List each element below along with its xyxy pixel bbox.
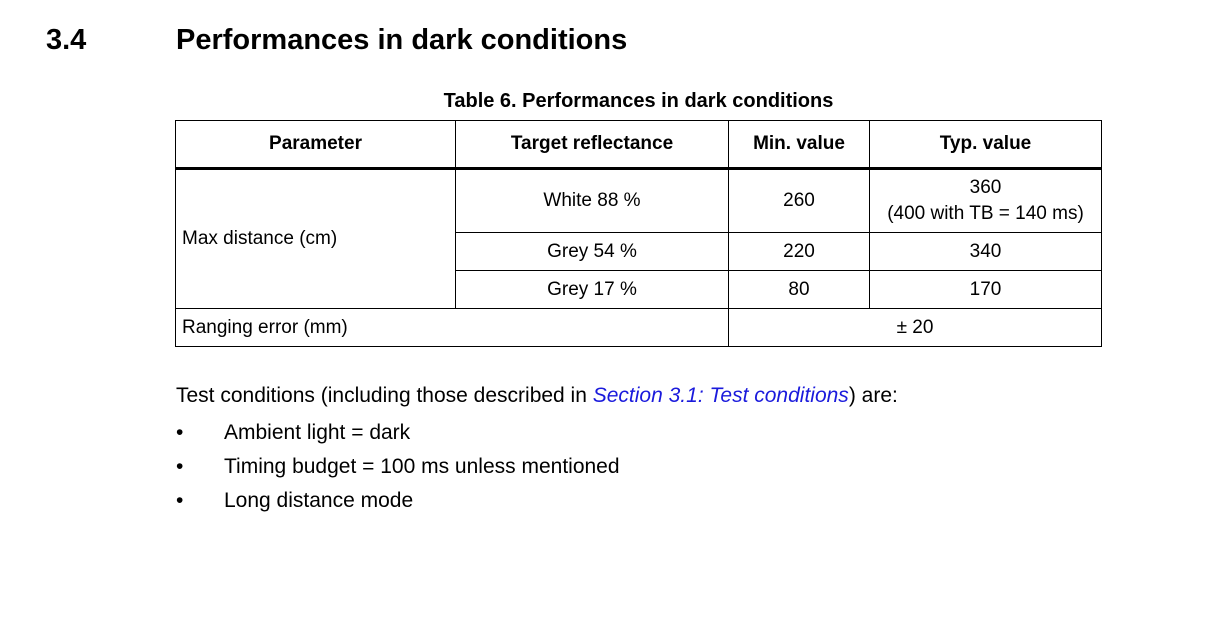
table-row: Grey 17 % 80 170 <box>176 270 1102 309</box>
bullet-icon: • <box>176 455 184 478</box>
section-number: 3.4 <box>46 24 87 56</box>
reflectance-cell: Grey 17 % <box>455 270 729 309</box>
intro-text-after: ) are: <box>848 384 898 407</box>
header-parameter: Parameter <box>175 120 456 170</box>
min-value-cell: 80 <box>728 270 870 309</box>
ranging-error-label: Ranging error (mm) <box>175 308 729 347</box>
header-target-reflectance: Target reflectance <box>455 120 729 170</box>
list-item-text: Timing budget = 100 ms unless mentioned <box>224 455 620 478</box>
min-value-cell: 220 <box>728 232 870 271</box>
typ-value-cell: 340 <box>869 232 1102 271</box>
intro-text-before: Test conditions (including those describ… <box>176 384 593 407</box>
list-item-text: Long distance mode <box>224 489 414 512</box>
test-conditions-list: • Ambient light = dark • Timing budget = 1… <box>176 418 620 520</box>
list-item: • Long distance mode <box>176 486 620 520</box>
list-item-text: Ambient light = dark <box>224 421 411 444</box>
table-header-row: Parameter Target reflectance Min. value … <box>175 120 1102 170</box>
table-row: Ranging error (mm) ± 20 <box>175 308 1102 347</box>
table-caption: Table 6. Performances in dark conditions <box>443 90 834 112</box>
list-item: • Ambient light = dark <box>176 418 620 452</box>
section-title: Performances in dark conditions <box>176 24 628 56</box>
performance-table: Parameter Target reflectance Min. value … <box>175 120 1102 347</box>
max-distance-label: Max distance (cm) <box>175 168 456 309</box>
ranging-error-value: ± 20 <box>728 308 1102 347</box>
table-row: Max distance (cm) White 88 % 260 360 (40… <box>175 168 1102 309</box>
bullet-icon: • <box>176 421 184 444</box>
typ-value-text: 360 <box>969 177 1002 198</box>
test-conditions-intro: Test conditions (including those describ… <box>176 384 898 408</box>
reflectance-cell: Grey 54 % <box>455 232 729 271</box>
table-row: Grey 54 % 220 340 <box>176 232 1102 271</box>
typ-value-cell: 170 <box>869 270 1102 309</box>
typ-value-cell: 360 (400 with TB = 140 ms) <box>869 168 1102 233</box>
typ-value-note: (400 with TB = 140 ms) <box>887 203 1084 224</box>
reflectance-cell: White 88 % <box>455 168 729 233</box>
bullet-icon: • <box>176 489 184 512</box>
header-min-value: Min. value <box>728 120 870 170</box>
min-value-cell: 260 <box>728 168 870 233</box>
list-item: • Timing budget = 100 ms unless mentioned <box>176 452 620 486</box>
header-typ-value: Typ. value <box>869 120 1102 170</box>
section-3-1-link[interactable]: Section 3.1: Test conditions <box>592 384 849 407</box>
